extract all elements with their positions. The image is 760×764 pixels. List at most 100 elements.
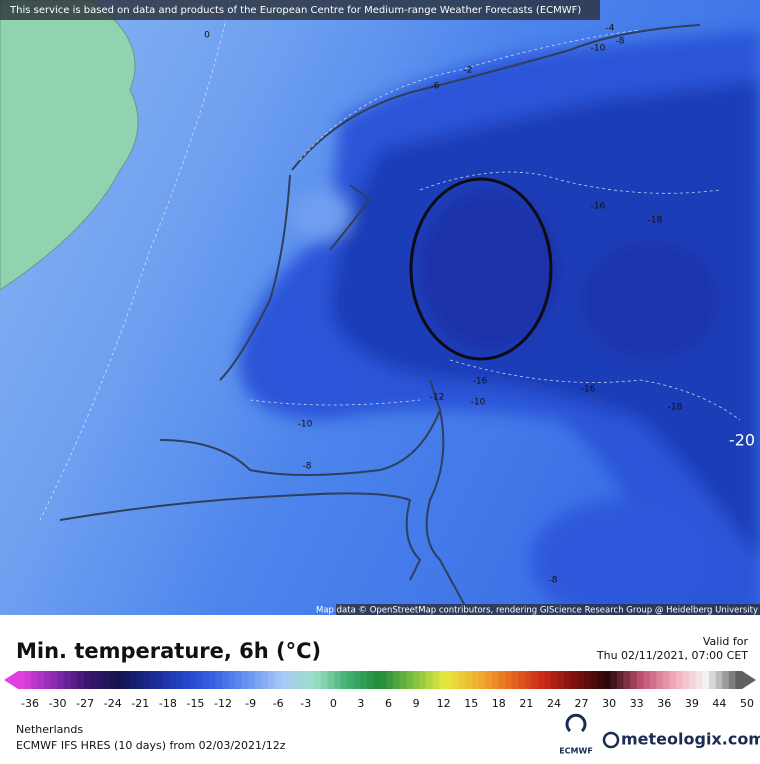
colorbar-swatch	[189, 671, 197, 689]
colorbar-swatch	[57, 671, 65, 689]
contour-label: -8	[616, 37, 625, 47]
colorbar-swatch	[406, 671, 414, 689]
contour-label: -18	[668, 403, 683, 413]
colorbar-tick-label: 21	[519, 697, 533, 710]
ecmwf-logo: ECMWF	[559, 713, 593, 756]
colorbar-swatch	[162, 671, 170, 689]
brand: meteologix.com	[621, 730, 760, 749]
colorbar-swatch	[669, 671, 677, 689]
colorbar-swatch	[728, 671, 736, 689]
colorbar-swatch	[426, 671, 434, 689]
contour-label: -8	[549, 576, 558, 586]
colorbar-swatch	[64, 671, 72, 689]
colorbar-arrow-left	[4, 671, 18, 689]
colorbar-swatch	[722, 671, 730, 689]
colorbar-swatch	[603, 671, 611, 689]
colorbar-swatch	[663, 671, 671, 689]
colorbar-tick-label: 24	[547, 697, 561, 710]
colorbar-swatch	[485, 671, 493, 689]
colorbar-swatch	[261, 671, 269, 689]
colorbar-tick-label: -18	[159, 697, 177, 710]
colorbar-swatch	[649, 671, 657, 689]
colorbar-swatch	[96, 671, 105, 689]
colorbar-tick-label: 33	[630, 697, 644, 710]
colorbar-swatch	[294, 671, 302, 689]
colorbar-swatch	[301, 671, 309, 689]
colorbar-swatch	[419, 671, 427, 689]
colorbar-swatch	[281, 671, 289, 689]
colorbar-swatch	[702, 671, 710, 689]
contour-label: -16	[473, 377, 488, 387]
colorbar-swatch	[386, 671, 394, 689]
contour-label: -16	[581, 385, 596, 395]
colorbar-swatch	[458, 671, 467, 689]
colorbar-swatch	[709, 671, 717, 689]
valid-label: Valid for	[703, 635, 749, 648]
colorbar-tick-label: -9	[245, 697, 256, 710]
contour-label: -4	[606, 24, 615, 34]
colorbar-arrow-right	[742, 671, 756, 689]
colorbar-swatch	[544, 671, 552, 689]
colorbar-swatch	[333, 671, 342, 689]
colorbar-swatch	[590, 671, 598, 689]
colorbar-swatch	[551, 671, 559, 689]
colorbar-tick-label: 30	[602, 697, 616, 710]
colorbar-swatch	[616, 671, 625, 689]
colorbar: -36 -30 -27 -24 -21 -18 -15 -12 -9 -6 -3 0 3 6 9 12 15 18…	[4, 671, 756, 710]
colorbar-tick-label: -12	[214, 697, 232, 710]
contour-label: -6	[431, 82, 440, 92]
ecmwf-logo-text: ECMWF	[559, 747, 593, 756]
colorbar-swatch	[143, 671, 151, 689]
region: Netherlands	[16, 723, 83, 736]
colorbar-swatch	[577, 671, 585, 689]
colorbar-swatch	[511, 671, 519, 689]
colorbar-swatch	[77, 671, 85, 689]
colorbar-tick-label: 9	[413, 697, 420, 710]
colorbar-tick-label: -6	[273, 697, 284, 710]
contour-label: -10	[471, 398, 486, 408]
colorbar-swatch	[531, 671, 539, 689]
colorbar-swatch	[149, 671, 157, 689]
contour-label: -16	[591, 202, 606, 212]
colorbar-tick-label: 6	[385, 697, 392, 710]
colorbar-swatch	[557, 671, 565, 689]
colorbar-swatch	[222, 671, 230, 689]
colorbar-swatch	[70, 671, 78, 689]
colorbar-swatch	[248, 671, 256, 689]
colorbar-swatch	[735, 671, 743, 689]
colorbar-swatch	[347, 671, 355, 689]
colorbar-swatch	[327, 671, 335, 689]
colorbar-swatch	[689, 671, 697, 689]
colorbar-tick-label: -30	[49, 697, 67, 710]
colorbar-swatch	[274, 671, 282, 689]
colorbar-swatch	[287, 671, 295, 689]
colorbar-swatch	[472, 671, 480, 689]
contour-label: -20	[729, 431, 755, 450]
colorbar-swatch	[136, 671, 144, 689]
contour-label: 0	[204, 31, 210, 41]
colorbar-tick-label: -3	[300, 697, 311, 710]
colorbar-swatch	[235, 671, 243, 689]
colorbar-swatch	[610, 671, 618, 689]
colorbar-swatch	[491, 671, 499, 689]
colorbar-swatch	[129, 671, 137, 689]
colorbar-swatch	[208, 671, 216, 689]
colorbar-tick-label: -15	[186, 697, 204, 710]
colorbar-swatch	[399, 671, 407, 689]
brand-icon	[602, 731, 620, 749]
colorbar-tick-label: 44	[712, 697, 726, 710]
colorbar-swatch	[643, 671, 651, 689]
colorbar-tick-label: -21	[131, 697, 149, 710]
colorbar-swatch	[156, 671, 164, 689]
colorbar-swatch	[103, 671, 111, 689]
contour-labels: 0-2-6-4-10-8-16-18-16-12 -10-16-18-10-8-2…	[204, 24, 755, 586]
colorbar-tick-label: -36	[21, 697, 39, 710]
colorbar-swatch	[360, 671, 368, 689]
colorbar-swatch	[195, 671, 203, 689]
colorbar-swatch	[584, 671, 592, 689]
map-attribution: Map data © OpenStreetMap contributors, r…	[316, 606, 758, 616]
colorbar-tick-label: 27	[575, 697, 589, 710]
colorbar-tick-label: 36	[657, 697, 671, 710]
colorbar-swatch	[505, 671, 513, 689]
